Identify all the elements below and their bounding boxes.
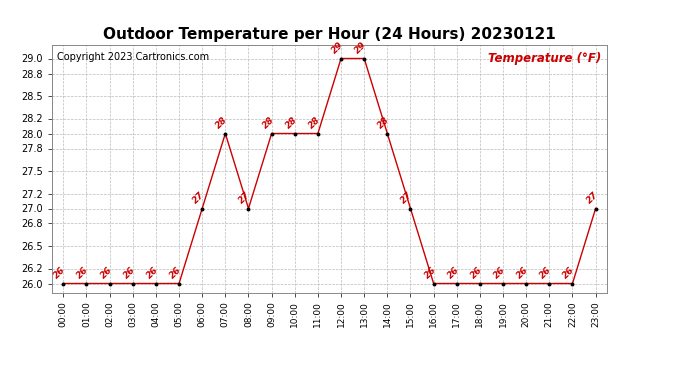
Point — [313, 130, 324, 136]
Text: 26: 26 — [168, 265, 183, 280]
Point — [544, 280, 555, 286]
Text: 26: 26 — [145, 265, 160, 280]
Text: 26: 26 — [121, 265, 137, 280]
Point — [81, 280, 92, 286]
Text: 28: 28 — [376, 115, 391, 130]
Text: 27: 27 — [191, 190, 206, 206]
Point — [497, 280, 509, 286]
Text: 28: 28 — [215, 115, 230, 130]
Text: 28: 28 — [261, 115, 276, 130]
Point — [451, 280, 462, 286]
Text: 27: 27 — [237, 190, 253, 206]
Text: 27: 27 — [584, 190, 600, 206]
Text: 26: 26 — [75, 265, 90, 280]
Point — [475, 280, 486, 286]
Point — [150, 280, 161, 286]
Text: 26: 26 — [99, 265, 114, 280]
Point — [428, 280, 439, 286]
Text: 26: 26 — [446, 265, 461, 280]
Point — [567, 280, 578, 286]
Point — [243, 206, 254, 212]
Text: 26: 26 — [469, 265, 484, 280]
Point — [173, 280, 184, 286]
Text: 26: 26 — [538, 265, 553, 280]
Point — [220, 130, 231, 136]
Point — [405, 206, 416, 212]
Point — [359, 56, 370, 62]
Point — [104, 280, 115, 286]
Text: Copyright 2023 Cartronics.com: Copyright 2023 Cartronics.com — [57, 53, 210, 62]
Point — [127, 280, 138, 286]
Text: 26: 26 — [492, 265, 507, 280]
Point — [266, 130, 277, 136]
Text: 28: 28 — [307, 115, 322, 130]
Point — [521, 280, 532, 286]
Point — [197, 206, 208, 212]
Text: 26: 26 — [422, 265, 437, 280]
Text: 26: 26 — [562, 265, 577, 280]
Point — [289, 130, 300, 136]
Point — [382, 130, 393, 136]
Point — [590, 206, 601, 212]
Text: Temperature (°F): Temperature (°F) — [489, 53, 602, 65]
Title: Outdoor Temperature per Hour (24 Hours) 20230121: Outdoor Temperature per Hour (24 Hours) … — [103, 27, 556, 42]
Text: 29: 29 — [353, 40, 368, 56]
Text: 27: 27 — [400, 190, 415, 206]
Point — [58, 280, 69, 286]
Text: 26: 26 — [52, 265, 68, 280]
Text: 29: 29 — [330, 40, 345, 56]
Point — [335, 56, 346, 62]
Text: 26: 26 — [515, 265, 531, 280]
Text: 28: 28 — [284, 115, 299, 130]
